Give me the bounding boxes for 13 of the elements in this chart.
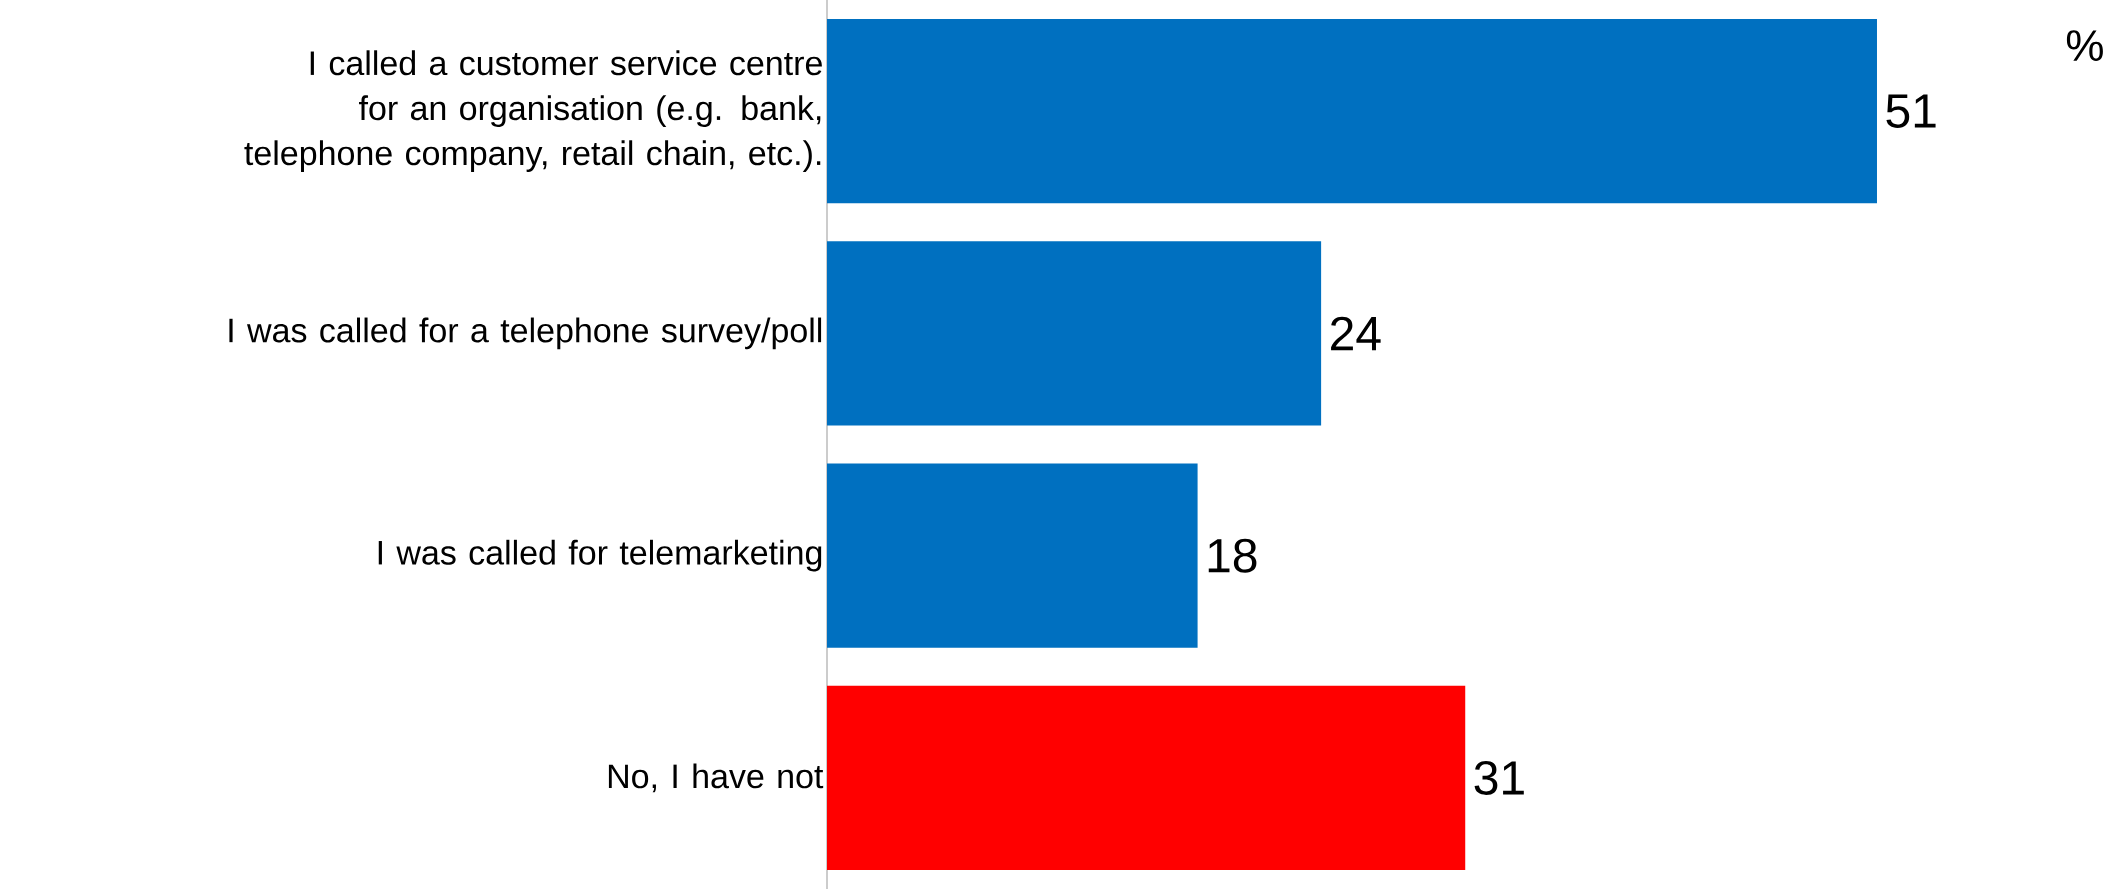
bar [827, 685, 1466, 871]
bar [827, 241, 1322, 426]
data-label: 24 [1331, 316, 1381, 351]
y-tick-label: No, I have not [608, 763, 824, 793]
data-label: 51 [1886, 94, 1936, 128]
bar [827, 463, 1198, 648]
bar [827, 18, 1877, 204]
text: % [2066, 30, 2103, 61]
y-tick-label: I called a customer service centre for an organisation (e.g. bank, telephone company, retail chain, etc.). [244, 50, 822, 172]
data-label: 31 [1474, 760, 1524, 795]
data-label: 18 [1208, 538, 1257, 573]
y-tick-label: I was called for a telephone survey/poll [229, 317, 822, 350]
y-tick-label: I was called for telemarketing [378, 539, 822, 572]
